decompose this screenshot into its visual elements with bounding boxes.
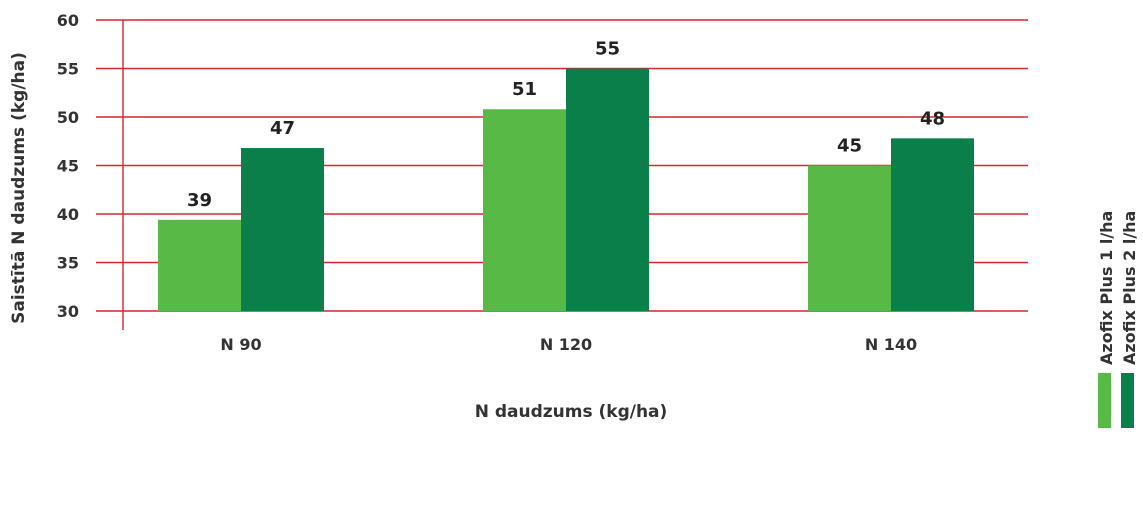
- bar-series-1-n-90: [158, 219, 241, 311]
- legend-swatch-series-1: [1098, 373, 1111, 428]
- y-tick-label: 50: [57, 108, 79, 127]
- legend: Azofix Plus 1 l/ha Azofix Plus 2 l/ha: [1097, 211, 1139, 428]
- legend-label-series-2: Azofix Plus 2 l/ha: [1120, 211, 1139, 365]
- x-tick-label: N 90: [220, 335, 261, 354]
- data-label: 47: [270, 118, 295, 139]
- bar-series-2-n-90: [241, 148, 324, 311]
- bars-layer: [158, 68, 974, 312]
- y-tick-label: 40: [57, 205, 79, 224]
- y-tick-label: 30: [57, 302, 79, 321]
- data-label: 45: [837, 136, 862, 157]
- bar-series-1-n-120: [483, 109, 566, 312]
- y-tick-label: 55: [57, 60, 79, 79]
- labels-layer: 39 47 51 55 45 48: [187, 39, 945, 211]
- data-label: 55: [595, 39, 620, 60]
- x-axis-title: N daudzums (kg/ha): [475, 402, 668, 422]
- x-tick-label: N 140: [865, 335, 917, 354]
- y-axis-title: Saistītā N daudzums (kg/ha): [9, 52, 29, 324]
- y-tick-label: 60: [57, 11, 79, 30]
- y-tick-label: 35: [57, 254, 79, 273]
- y-tick-label: 45: [57, 157, 79, 176]
- data-label: 48: [920, 108, 945, 129]
- bar-series-2-n-120: [566, 68, 649, 311]
- x-tick-label: N 120: [540, 335, 592, 354]
- bar-series-1-n-140: [808, 165, 891, 311]
- legend-label-series-1: Azofix Plus 1 l/ha: [1097, 211, 1116, 365]
- legend-swatch-series-2: [1121, 373, 1134, 428]
- axis-layer: 30 35 40 45 50 55 60 N 90 N 120 N 140: [57, 11, 917, 354]
- bar-series-2-n-140: [891, 138, 974, 311]
- data-label: 51: [512, 79, 537, 100]
- data-label: 39: [187, 190, 212, 211]
